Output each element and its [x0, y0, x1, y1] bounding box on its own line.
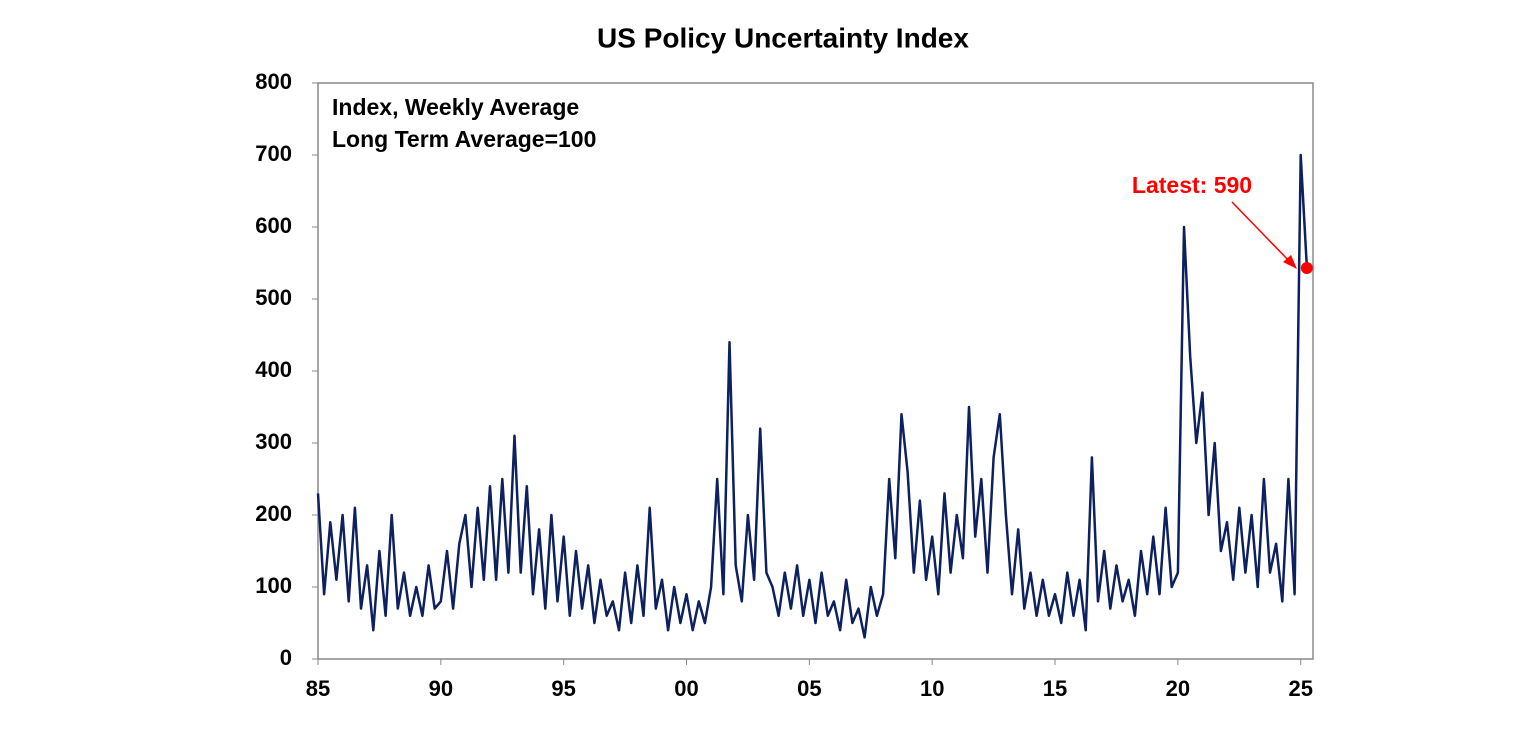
- y-tick-label: 600: [255, 213, 292, 238]
- y-tick-label: 400: [255, 357, 292, 382]
- arrow-head: [1283, 255, 1297, 269]
- x-tick-label: 95: [551, 676, 575, 701]
- y-tick-label: 200: [255, 501, 292, 526]
- plot-frame: [317, 82, 1314, 660]
- y-tick-label: 0: [280, 645, 292, 670]
- y-tick-label: 300: [255, 429, 292, 454]
- subtitle: Index, Weekly Average: [332, 94, 579, 120]
- x-tick-label: 15: [1043, 676, 1067, 701]
- subtitle: Long Term Average=100: [332, 126, 596, 152]
- chart-title: US Policy Uncertainty Index: [597, 22, 969, 53]
- x-tick-label: 10: [920, 676, 944, 701]
- x-tick-label: 00: [674, 676, 698, 701]
- y-tick-label: 700: [255, 141, 292, 166]
- x-tick-label: 85: [306, 676, 330, 701]
- y-tick-label: 100: [255, 573, 292, 598]
- annotation: Latest: 590: [1132, 172, 1252, 198]
- y-tick-label: 500: [255, 285, 292, 310]
- x-tick-label: 25: [1288, 676, 1312, 701]
- x-tick-label: 05: [797, 676, 821, 701]
- y-tick-label: 800: [255, 69, 292, 94]
- x-tick-label: 90: [429, 676, 453, 701]
- annotation-arrow: [1231, 201, 1294, 266]
- series-line: [316, 153, 1309, 639]
- latest-point: [1300, 262, 1313, 275]
- x-tick-label: 20: [1166, 676, 1190, 701]
